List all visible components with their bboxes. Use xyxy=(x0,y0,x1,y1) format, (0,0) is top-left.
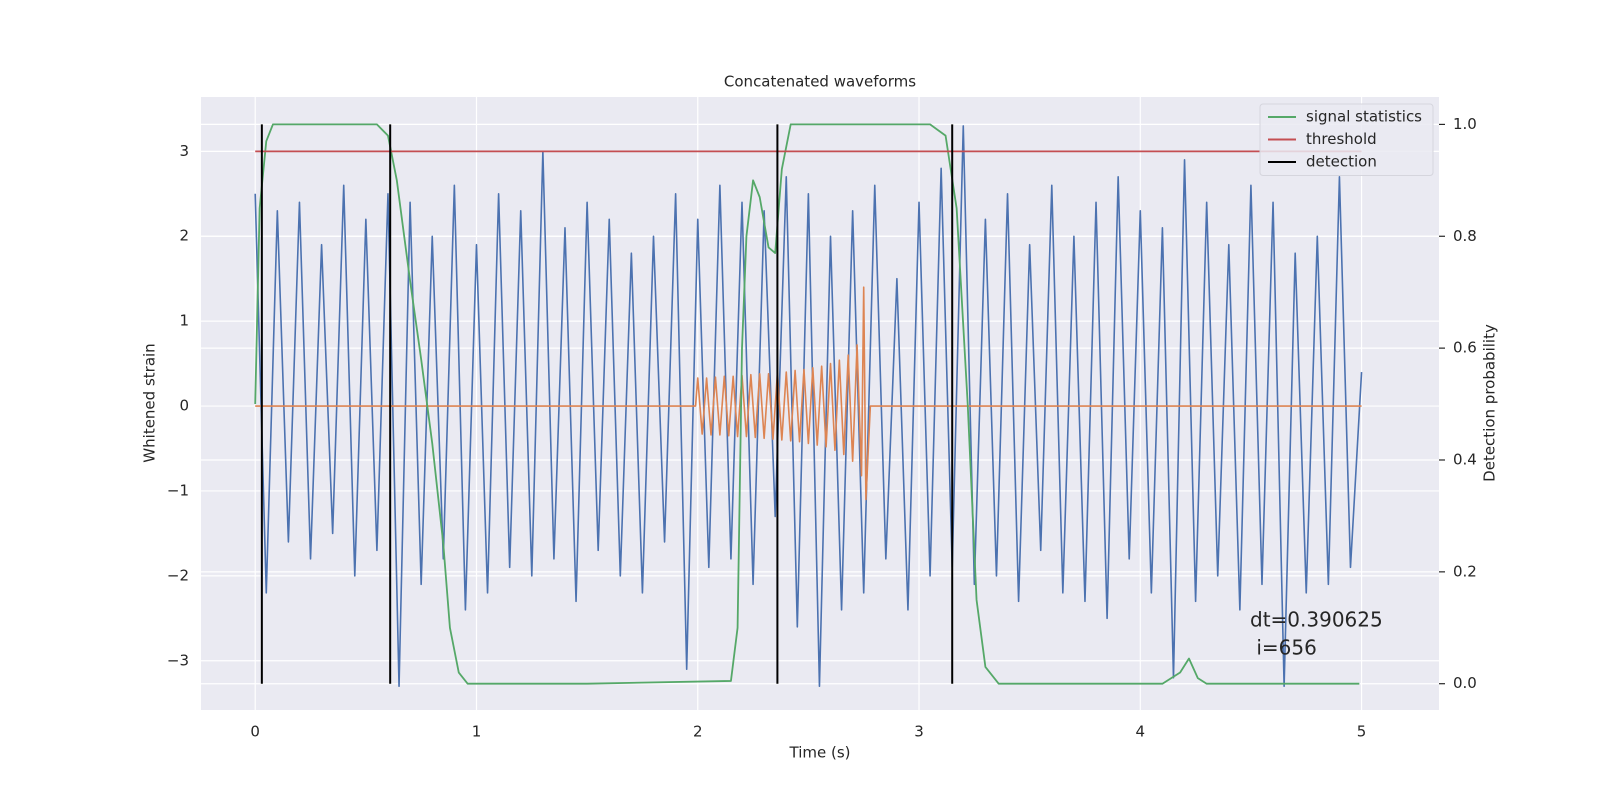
y2-tick-label: 0.4 xyxy=(1453,450,1477,468)
x-tick-label: 2 xyxy=(693,723,703,741)
x-tick-label: 1 xyxy=(472,723,482,741)
y-tick-label: 2 xyxy=(179,227,189,245)
chart-title: Concatenated waveforms xyxy=(724,73,916,91)
plot xyxy=(254,123,1363,688)
legend-label: detection xyxy=(1306,153,1377,171)
x-tick-label: 3 xyxy=(914,723,924,741)
y-tick-label: 1 xyxy=(179,312,189,330)
series-line xyxy=(255,286,1362,501)
legend-label: threshold xyxy=(1306,130,1377,148)
y2-tick-label: 0.2 xyxy=(1453,562,1477,580)
y2-tick-label: 0.8 xyxy=(1453,227,1477,245)
x-tick-label: 4 xyxy=(1136,723,1146,741)
y-tick-label: 3 xyxy=(179,142,189,160)
x-axis-label: Time (s) xyxy=(789,744,851,762)
annotation: dt=0.390625 xyxy=(1250,608,1383,632)
y2-axis-label: Detection probability xyxy=(1481,324,1499,482)
legend-label: signal statistics xyxy=(1306,108,1422,126)
legend: signal statistics threshold detection xyxy=(1259,103,1434,176)
legend-box xyxy=(1259,103,1434,176)
y-tick-label: −3 xyxy=(167,651,189,669)
y2-tick-label: 0.6 xyxy=(1453,339,1477,357)
annotation: i=656 xyxy=(1250,636,1317,660)
x-tick-label: 5 xyxy=(1357,723,1367,741)
y-tick-label: −1 xyxy=(167,481,189,499)
y2-tick-label: 1.0 xyxy=(1453,115,1477,133)
x-tick-label: 0 xyxy=(250,723,260,741)
y-tick-label: −2 xyxy=(167,566,189,584)
y-axis-label: Whitened strain xyxy=(141,343,159,462)
series-line xyxy=(254,125,1363,688)
y2-tick-label: 0.0 xyxy=(1453,674,1477,692)
y-tick-label: 0 xyxy=(179,397,189,415)
